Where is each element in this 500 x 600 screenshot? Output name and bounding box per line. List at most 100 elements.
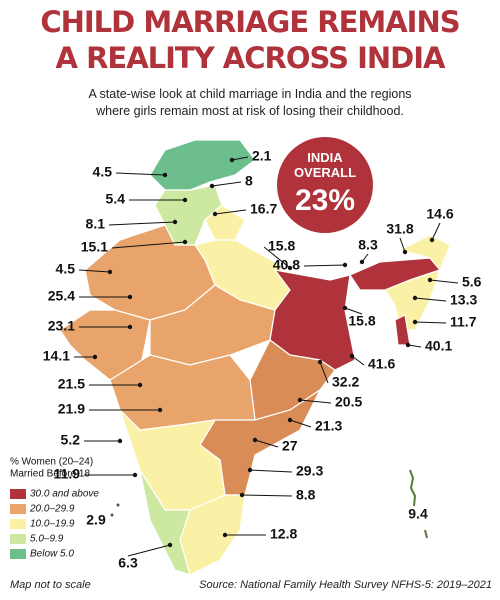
leader-line [303,264,346,267]
legend: 30.0 and above 20.0–29.9 10.0–19.9 5.0–9.9 B… [10,489,99,560]
leader-dot [429,237,435,243]
value-label: 21.5 [58,376,85,392]
region [84,224,216,321]
value-label: 4.5 [93,164,113,180]
leader-dot [349,353,355,359]
legend-title: Married Before 18 [10,469,90,480]
value-label: 5.4 [106,191,126,207]
callout-value: 23% [295,184,355,217]
value-label: 8.1 [86,216,106,232]
leader-dot [239,492,245,498]
leader-line [319,361,329,384]
value-label: 12.8 [270,526,297,542]
leader-dot [127,324,133,330]
leader-line [431,222,441,241]
leader-dot [342,305,348,311]
region [139,469,191,576]
leader-dot [402,249,408,255]
value-label: 25.4 [48,288,75,304]
value-label: 15.1 [81,239,108,255]
leader-dot [297,397,303,403]
value-label: 23.1 [48,318,75,334]
leader-line [344,307,363,315]
leader-dot [427,277,433,283]
value-label: 5.6 [462,274,482,290]
value-label: 2.9 [86,512,106,528]
value-label: 2.1 [252,148,272,164]
leader-dot [287,265,293,271]
value-label: 11.7 [450,314,477,330]
region [109,354,256,431]
leader-dot [172,219,178,225]
value-label: 20.5 [335,394,362,410]
title-line: A REALITY ACROSS INDIA [56,41,446,75]
leader-dot [412,319,418,325]
leader-dot [107,269,113,275]
footer-note: Map not to scale [10,579,91,591]
legend-swatch [10,519,26,529]
leader-dot [167,542,173,548]
leader-line [299,399,332,404]
legend-label: 20.0–29.9 [29,504,75,515]
leader-line [289,419,312,428]
leader-dot [137,382,143,388]
value-labels: 2.1 4.5 8 5.4 16.7 8.1 15.1 15.8 8.3 31.8 14.6 40.8… [43,148,482,571]
leader-dot [359,259,365,265]
callout-label: OVERALL [294,165,356,180]
leader-dot [212,211,218,217]
leader-line [351,355,365,366]
legend-label: 30.0 and above [30,489,99,500]
value-label: 15.8 [348,313,375,329]
leader-dot [182,197,188,203]
title-line: CHILD MARRIAGE REMAINS [40,5,459,39]
value-label: 41.6 [368,356,395,372]
leader-dot [157,407,163,413]
leader-line [127,544,171,557]
leader-line [231,156,249,161]
islands [116,503,120,507]
legend-label: 10.0–19.9 [30,519,75,530]
leader-dot [287,417,293,423]
value-label: 8 [245,173,253,189]
leader-dot [247,467,253,473]
leader-dot [252,437,258,443]
leader-dot [405,342,411,348]
leader-dot [412,295,418,301]
callout-circle [277,137,373,233]
leader-dot [222,532,228,538]
legend-label: Below 5.0 [30,549,74,560]
islands [110,513,114,517]
footer-source: Source: National Family Health Survey NF… [199,579,492,591]
value-label: 14.6 [426,206,453,222]
value-label: 16.7 [250,201,277,217]
leader-line [241,494,293,497]
islands [409,469,428,539]
leader-dot [132,472,138,478]
value-label: 31.8 [386,221,413,237]
callout-label: INDIA [307,150,343,165]
leader-line [78,269,111,273]
region [398,234,451,272]
legend-label: 5.0–9.9 [30,534,64,545]
value-label: 4.5 [56,261,76,277]
value-label: 8.3 [358,237,378,253]
leader-line [254,439,279,448]
value-label: 8.8 [296,487,316,503]
leader-dot [342,262,348,268]
value-label: 14.1 [43,348,70,364]
value-label: 9.4 [408,506,428,522]
leader-line [211,181,242,187]
legend-title: % Women (20–24) [10,457,93,468]
value-label: 40.8 [273,257,300,273]
legend-swatch [10,549,26,559]
value-label: 29.3 [296,463,323,479]
value-label: 32.2 [332,374,359,390]
leader-dot [182,239,188,245]
value-label: 21.9 [58,401,85,417]
subtitle-line: A state-wise look at child marriage in I… [88,87,411,101]
leader-dot [209,183,215,189]
value-label: 5.2 [61,432,81,448]
region [384,269,441,331]
value-label: 21.3 [315,418,342,434]
